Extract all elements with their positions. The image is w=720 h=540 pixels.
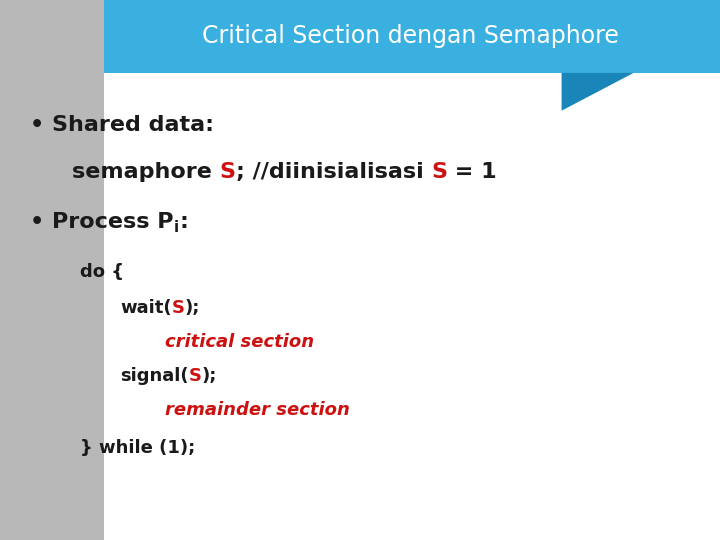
Text: );: ); bbox=[202, 367, 217, 385]
Text: do {: do { bbox=[80, 263, 124, 281]
Text: wait(: wait( bbox=[120, 299, 171, 317]
Text: S: S bbox=[171, 299, 184, 317]
Polygon shape bbox=[562, 73, 634, 111]
Text: = 1: = 1 bbox=[447, 162, 497, 182]
Text: •: • bbox=[30, 212, 44, 232]
Text: Critical Section dengan Semaphore: Critical Section dengan Semaphore bbox=[202, 24, 618, 49]
Text: S: S bbox=[220, 162, 235, 182]
Text: critical section: critical section bbox=[165, 333, 314, 351]
Text: S: S bbox=[189, 367, 202, 385]
Text: Shared data:: Shared data: bbox=[52, 115, 214, 135]
FancyBboxPatch shape bbox=[0, 0, 104, 540]
Text: signal(: signal( bbox=[120, 367, 189, 385]
Text: );: ); bbox=[184, 299, 200, 317]
Text: i: i bbox=[174, 219, 179, 234]
Text: remainder section: remainder section bbox=[165, 401, 350, 419]
Text: semaphore: semaphore bbox=[72, 162, 220, 182]
Text: :: : bbox=[179, 212, 189, 232]
Text: S: S bbox=[431, 162, 447, 182]
Text: ; //diinisialisasi: ; //diinisialisasi bbox=[235, 162, 431, 182]
Text: Process P: Process P bbox=[52, 212, 174, 232]
Text: } while (1);: } while (1); bbox=[80, 439, 195, 457]
Text: •: • bbox=[30, 115, 44, 135]
FancyBboxPatch shape bbox=[104, 0, 720, 73]
